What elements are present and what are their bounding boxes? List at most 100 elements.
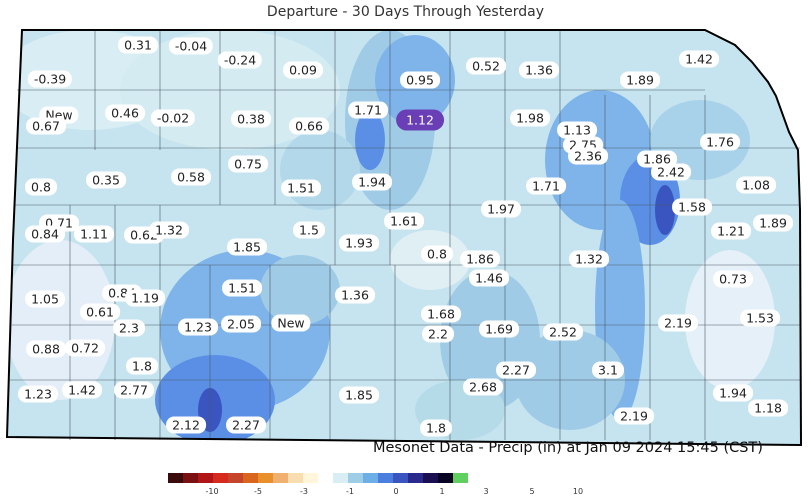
station-value: 1.86 [460,250,500,268]
station-value: New [271,314,311,332]
legend-swatch [408,473,423,483]
station-value: 2.19 [658,314,698,332]
legend-swatch [213,473,228,483]
station-value: 1.05 [25,290,65,308]
source-caption: Mesonet Data - Precip (in) at Jan 09 202… [373,440,763,456]
legend-swatch [363,473,378,483]
legend-tick: -1 [346,487,354,496]
legend-tick: -5 [254,487,262,496]
station-value: 2.36 [568,147,608,165]
station-value: -0.04 [168,37,214,55]
station-value: 1.23 [178,318,218,336]
state-outline [5,29,803,447]
station-value: 0.58 [171,168,211,186]
station-value: 0.31 [118,36,158,54]
station-value: 1.76 [700,133,740,151]
legend-swatch [288,473,303,483]
station-value: 3.1 [592,361,624,379]
legend-tick: -3 [300,487,308,496]
station-value: 0.72 [65,339,105,357]
station-value: 0.46 [105,104,145,122]
color-legend [168,473,468,483]
station-value: 1.21 [711,222,751,240]
station-value: 1.71 [526,177,566,195]
station-value: 0.35 [86,171,126,189]
legend-swatch [198,473,213,483]
station-value: 1.85 [227,238,267,256]
station-value: 0.52 [466,57,506,75]
legend-swatch [393,473,408,483]
legend-swatch [378,473,393,483]
station-value: 1.98 [510,109,550,127]
station-value: 0.95 [400,71,440,89]
station-value: 0.66 [289,117,329,135]
station-value: 1.85 [339,386,379,404]
station-value: 0.09 [283,61,323,79]
station-value: 2.2 [422,325,454,343]
legend-swatch [348,473,363,483]
station-value: 1.93 [339,234,379,252]
station-value: 1.51 [281,179,321,197]
legend-tick: 0 [393,487,399,496]
station-value: 1.42 [679,50,719,68]
station-value: 1.36 [519,61,559,79]
station-value: 2.3 [113,319,145,337]
station-value: 1.11 [74,225,114,243]
station-value: 1.5 [293,221,325,239]
station-value: 1.8 [420,419,452,437]
station-value: 1.13 [557,121,597,139]
station-value: 1.71 [348,101,388,119]
station-value: 0.88 [26,340,66,358]
station-value: 1.19 [125,289,165,307]
station-value: 1.12 [396,109,444,131]
legend-swatch [168,473,183,483]
legend-tick: 1 [439,487,445,496]
station-value: 1.61 [384,212,424,230]
station-value: 1.23 [18,385,58,403]
station-value: 0.8 [25,178,57,196]
station-value: 1.89 [753,214,793,232]
station-value: 1.69 [479,320,519,338]
station-value: 2.42 [651,163,691,181]
station-value: 1.97 [481,200,521,218]
legend-swatch [183,473,198,483]
legend-swatch [423,473,438,483]
station-value: 2.27 [496,361,536,379]
legend-swatch [273,473,288,483]
station-value: 0.84 [25,225,65,243]
legend-swatch [318,473,333,483]
station-value: 2.19 [614,407,654,425]
station-value: 1.68 [421,305,461,323]
legend-tick: -10 [205,487,219,496]
station-value: 1.94 [713,384,753,402]
station-value: 1.46 [469,269,509,287]
station-value: 1.8 [126,357,158,375]
legend-tick: 3 [483,487,489,496]
legend-swatch [333,473,348,483]
station-value: 2.77 [114,381,154,399]
station-value: 0.61 [80,303,120,321]
legend-swatch [258,473,273,483]
station-value: 2.27 [226,416,266,434]
station-value: 2.68 [463,378,503,396]
station-value: 2.52 [543,323,583,341]
station-value: 1.86 [637,150,677,168]
station-value: 1.94 [352,173,392,191]
station-value: 1.32 [569,250,609,268]
station-value: 1.08 [736,176,776,194]
station-value: 1.58 [672,198,712,216]
station-value: 1.53 [740,309,780,327]
station-value: -0.02 [150,109,196,127]
station-value: 2.05 [221,315,261,333]
station-value: 0.75 [228,155,268,173]
station-value: 1.42 [62,381,102,399]
legend-swatch [228,473,243,483]
legend-swatch [453,473,468,483]
station-value: 1.32 [149,221,189,239]
legend-tick: 5 [529,487,535,496]
legend-swatch [243,473,258,483]
station-value: 0.38 [231,110,271,128]
map-title: Departure - 30 Days Through Yesterday [266,4,545,20]
